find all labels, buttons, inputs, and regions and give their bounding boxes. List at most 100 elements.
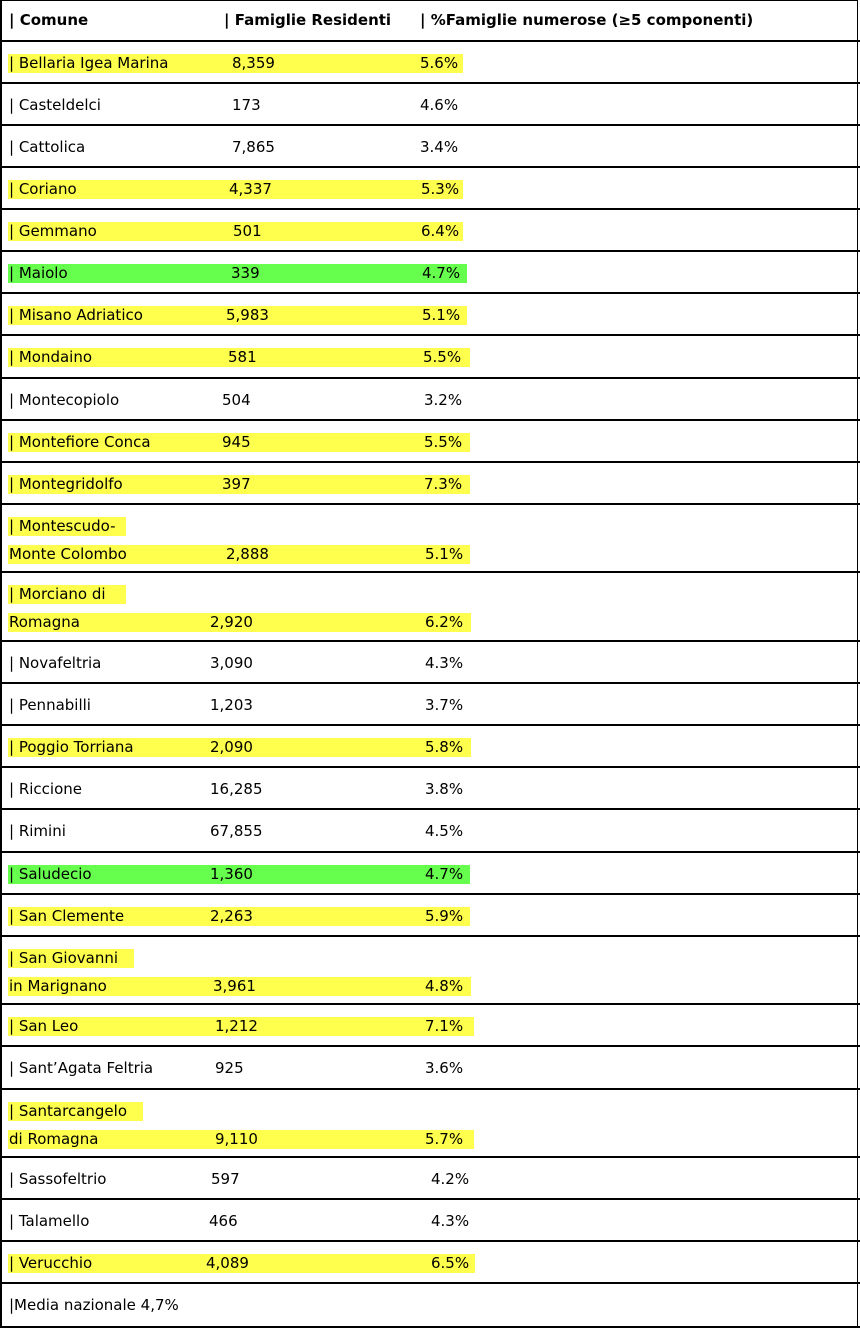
famiglie-numerose-pct: 5.1% xyxy=(425,545,464,563)
comune-name: | Riccione xyxy=(9,780,82,798)
comune-name: | Montefiore Conca xyxy=(9,433,151,451)
comune-name: | Bellaria Igea Marina xyxy=(9,54,169,72)
comune-name: in Marignano xyxy=(9,977,107,995)
famiglie-numerose-pct: 5.7% xyxy=(425,1130,464,1148)
famiglie-numerose-pct: 4.6% xyxy=(420,96,459,114)
famiglie-numerose-pct: 3.6% xyxy=(425,1059,464,1077)
highlight-band xyxy=(8,180,463,199)
famiglie-residenti-value: 16,285 xyxy=(210,780,263,798)
table-row: | Misano Adriatico 5,983 5.1% xyxy=(0,294,860,336)
table-row: | Sant’Agata Feltria 925 3.6% xyxy=(0,1047,860,1090)
famiglie-residenti-value: 2,090 xyxy=(210,738,253,756)
famiglie-residenti-value: 1,212 xyxy=(215,1017,258,1035)
highlight-band xyxy=(8,738,471,757)
table-row: | Santarcangelo di Romagna 9,110 5.7% xyxy=(0,1090,860,1158)
famiglie-numerose-pct: 4.7% xyxy=(425,865,464,883)
famiglie-numerose-pct: 4.3% xyxy=(431,1212,470,1230)
national-average-note: |Media nazionale 4,7% xyxy=(9,1296,179,1314)
table-row: | Verucchio 4,089 6.5% xyxy=(0,1242,860,1284)
famiglie-residenti-value: 5,983 xyxy=(226,306,269,324)
comune-name: | Novafeltria xyxy=(9,654,102,672)
famiglie-numerose-pct: 4.8% xyxy=(425,977,464,995)
highlight-band xyxy=(8,613,471,632)
comune-name: | Poggio Torriana xyxy=(9,738,134,756)
table-row: | Montefiore Conca 945 5.5% xyxy=(0,421,860,463)
famiglie-residenti-value: 1,360 xyxy=(210,865,253,883)
highlight-band xyxy=(8,306,467,325)
table-row: | Casteldelci 173 4.6% xyxy=(0,84,860,126)
famiglie-numerose-pct: 3.4% xyxy=(420,138,459,156)
famiglie-residenti-value: 3,090 xyxy=(210,654,253,672)
table-row: | Mondaino 581 5.5% xyxy=(0,336,860,379)
comune-name: Romagna xyxy=(9,613,80,631)
famiglie-residenti-value: 339 xyxy=(231,264,260,282)
famiglie-numerose-pct: 5.1% xyxy=(422,306,461,324)
header-famiglie-numerose: | %Famiglie numerose (≥5 componenti) xyxy=(420,11,754,29)
famiglie-numerose-pct: 6.4% xyxy=(421,222,460,240)
famiglie-residenti-value: 466 xyxy=(209,1212,238,1230)
comune-name: | Casteldelci xyxy=(9,96,101,114)
famiglie-residenti-value: 501 xyxy=(233,222,262,240)
table-row: | Bellaria Igea Marina 8,359 5.6% xyxy=(0,42,860,84)
comune-name: | Rimini xyxy=(9,822,66,840)
comune-name: | Mondaino xyxy=(9,348,93,366)
famiglie-residenti-value: 2,263 xyxy=(210,907,253,925)
famiglie-numerose-pct: 3.7% xyxy=(425,696,464,714)
famiglie-residenti-value: 8,359 xyxy=(232,54,275,72)
comune-name: | Santarcangelo xyxy=(9,1102,127,1120)
comune-name: | Misano Adriatico xyxy=(9,306,143,324)
header-comune: | Comune xyxy=(9,11,89,29)
famiglie-residenti-value: 945 xyxy=(222,433,251,451)
comune-name: | Pennabilli xyxy=(9,696,91,714)
famiglie-numerose-pct: 6.5% xyxy=(431,1254,470,1272)
famiglie-numerose-pct: 5.3% xyxy=(421,180,460,198)
highlight-band xyxy=(8,865,470,884)
table-row: | Coriano 4,337 5.3% xyxy=(0,168,860,210)
famiglie-numerose-pct: 6.2% xyxy=(425,613,464,631)
table-row: | Morciano di Romagna 2,920 6.2% xyxy=(0,573,860,642)
famiglie-residenti-value: 7,865 xyxy=(232,138,275,156)
highlight-band xyxy=(8,977,471,996)
highlight-band xyxy=(8,1017,474,1036)
highlight-band xyxy=(8,517,126,536)
highlight-band xyxy=(8,1102,143,1121)
comune-name: | Talamello xyxy=(9,1212,90,1230)
famiglie-residenti-value: 4,089 xyxy=(206,1254,249,1272)
table-row: | Cattolica 7,865 3.4% xyxy=(0,126,860,168)
table-row: | Sassofeltrio 597 4.2% xyxy=(0,1158,860,1200)
highlight-band xyxy=(8,907,470,926)
famiglie-numerose-pct: 7.3% xyxy=(424,475,463,493)
famiglie-residenti-value: 581 xyxy=(228,348,257,366)
table-row: | Talamello 466 4.3% xyxy=(0,1200,860,1242)
comune-name: | Morciano di xyxy=(9,585,106,603)
famiglie-numerose-pct: 5.6% xyxy=(420,54,459,72)
table-row: | Montecopiolo 504 3.2% xyxy=(0,379,860,421)
comune-name: | Montegridolfo xyxy=(9,475,123,493)
famiglie-residenti-value: 4,337 xyxy=(229,180,272,198)
famiglie-numerose-pct: 3.2% xyxy=(424,391,463,409)
famiglie-numerose-pct: 4.7% xyxy=(422,264,461,282)
highlight-band xyxy=(8,433,470,452)
header-famiglie-residenti: | Famiglie Residenti xyxy=(224,11,392,29)
famiglie-numerose-pct: 5.5% xyxy=(423,348,462,366)
famiglie-numerose-pct: 4.3% xyxy=(425,654,464,672)
comune-name: | Verucchio xyxy=(9,1254,93,1272)
highlight-band xyxy=(8,222,463,241)
famiglie-residenti-value: 3,961 xyxy=(213,977,256,995)
table-row: | San Leo 1,212 7.1% xyxy=(0,1005,860,1047)
comune-name: di Romagna xyxy=(9,1130,99,1148)
comune-name: | Coriano xyxy=(9,180,77,198)
famiglie-numerose-pct: 4.5% xyxy=(425,822,464,840)
table-row: | Pennabilli 1,203 3.7% xyxy=(0,684,860,726)
highlight-band xyxy=(8,1130,474,1149)
footer-row: |Media nazionale 4,7% xyxy=(0,1284,860,1328)
famiglie-residenti-value: 2,888 xyxy=(226,545,269,563)
comune-name: | Maiolo xyxy=(9,264,68,282)
highlight-band xyxy=(8,348,470,367)
table-row: | Maiolo 339 4.7% xyxy=(0,252,860,294)
famiglie-residenti-value: 397 xyxy=(222,475,251,493)
table-row: | Rimini 67,855 4.5% xyxy=(0,810,860,853)
table-row: | Montescudo- Monte Colombo 2,888 5.1% xyxy=(0,505,860,573)
table-row: | San Clemente 2,263 5.9% xyxy=(0,895,860,937)
comune-name: | Montescudo- xyxy=(9,517,116,535)
